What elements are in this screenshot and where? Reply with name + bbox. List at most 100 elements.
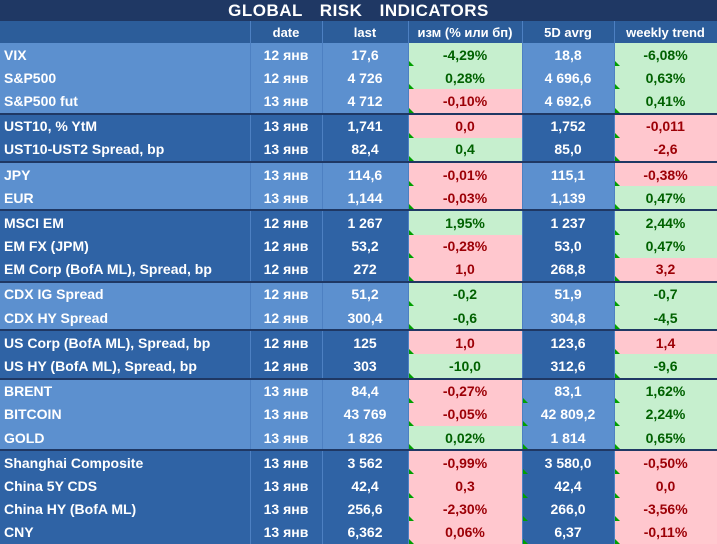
- weekly-trend-cell: -0,11%: [614, 520, 717, 544]
- weekly-trend-cell: 0,47%: [614, 234, 717, 258]
- weekly-trend-cell: -6,08%: [614, 43, 717, 67]
- weekly-trend-cell: -2,6: [614, 137, 717, 162]
- average-5d-cell: 6,37: [522, 520, 615, 544]
- sheet-title: GLOBAL RISK INDICATORS: [0, 0, 717, 21]
- indicator-name: S&P500: [0, 66, 251, 90]
- indicator-name: EM FX (JPM): [0, 234, 251, 258]
- average-5d-cell: 83,1: [522, 377, 615, 403]
- average-5d-cell: 51,9: [522, 280, 615, 307]
- table-row: EM FX (JPM) 12 янв 53,2 -0,28% 53,0 0,47%: [0, 234, 717, 258]
- last-value-cell: 125: [322, 329, 409, 355]
- weekly-trend-cell: 0,0: [614, 474, 717, 498]
- indicator-name: China HY (BofA ML): [0, 497, 251, 521]
- weekly-trend-cell: 0,41%: [614, 89, 717, 114]
- last-value-cell: 43 769: [322, 402, 409, 426]
- last-value-cell: 1,144: [322, 186, 409, 211]
- indicator-name: EM Corp (BofA ML), Spread, bp: [0, 257, 251, 282]
- change-cell: 0,02%: [408, 426, 523, 451]
- table-row: BRENT 13 янв 84,4 -0,27% 83,1 1,62%: [0, 377, 717, 403]
- average-5d-cell: 123,6: [522, 329, 615, 355]
- change-cell: 0,4: [408, 137, 523, 162]
- indicator-name: CNY: [0, 520, 251, 544]
- indicator-name: BITCOIN: [0, 402, 251, 426]
- weekly-trend-cell: 2,24%: [614, 402, 717, 426]
- weekly-trend-cell: 1,62%: [614, 377, 717, 403]
- change-cell: 1,0: [408, 329, 523, 355]
- header-name: [0, 21, 251, 43]
- weekly-trend-cell: 0,65%: [614, 426, 717, 451]
- date-cell: 13 янв: [250, 497, 323, 521]
- indicator-name: BRENT: [0, 377, 251, 403]
- average-5d-cell: 1,139: [522, 186, 615, 211]
- date-cell: 13 янв: [250, 186, 323, 211]
- table-row: S&P500 fut 13 янв 4 712 -0,10% 4 692,6 0,41%: [0, 89, 717, 114]
- change-cell: -0,6: [408, 306, 523, 331]
- date-cell: 12 янв: [250, 209, 323, 235]
- average-5d-cell: 304,8: [522, 306, 615, 331]
- change-cell: 0,0: [408, 112, 523, 138]
- change-cell: 0,06%: [408, 520, 523, 544]
- table-row: GOLD 13 янв 1 826 0,02% 1 814 0,65%: [0, 426, 717, 451]
- header-5d-average: 5D avrg: [522, 21, 615, 43]
- last-value-cell: 256,6: [322, 497, 409, 521]
- change-cell: -10,0: [408, 354, 523, 379]
- average-5d-cell: 266,0: [522, 497, 615, 521]
- date-cell: 12 янв: [250, 354, 323, 379]
- average-5d-cell: 1 237: [522, 209, 615, 235]
- last-value-cell: 53,2: [322, 234, 409, 258]
- change-cell: -0,01%: [408, 160, 523, 187]
- weekly-trend-cell: 0,63%: [614, 66, 717, 90]
- last-value-cell: 1 267: [322, 209, 409, 235]
- last-value-cell: 42,4: [322, 474, 409, 498]
- last-value-cell: 303: [322, 354, 409, 379]
- average-5d-cell: 1 814: [522, 426, 615, 451]
- date-cell: 12 янв: [250, 66, 323, 90]
- change-cell: -0,28%: [408, 234, 523, 258]
- indicator-name: GOLD: [0, 426, 251, 451]
- date-cell: 13 янв: [250, 449, 323, 475]
- header-weekly-trend: weekly trend: [614, 21, 717, 43]
- indicator-name: MSCI EM: [0, 209, 251, 235]
- date-cell: 12 янв: [250, 43, 323, 67]
- table-row: VIX 12 янв 17,6 -4,29% 18,8 -6,08%: [0, 43, 717, 67]
- weekly-trend-cell: 2,44%: [614, 209, 717, 235]
- indicator-name: S&P500 fut: [0, 89, 251, 114]
- average-5d-cell: 42 809,2: [522, 402, 615, 426]
- date-cell: 12 янв: [250, 257, 323, 282]
- date-cell: 13 янв: [250, 89, 323, 114]
- last-value-cell: 17,6: [322, 43, 409, 67]
- table-row: CDX HY Spread 12 янв 300,4 -0,6 304,8 -4,5: [0, 306, 717, 331]
- date-cell: 12 янв: [250, 306, 323, 331]
- last-value-cell: 300,4: [322, 306, 409, 331]
- last-value-cell: 3 562: [322, 449, 409, 475]
- average-5d-cell: 268,8: [522, 257, 615, 282]
- weekly-trend-cell: -4,5: [614, 306, 717, 331]
- change-cell: -2,30%: [408, 497, 523, 521]
- indicator-name: CDX HY Spread: [0, 306, 251, 331]
- indicator-name: EUR: [0, 186, 251, 211]
- date-cell: 13 янв: [250, 137, 323, 162]
- indicator-name: US HY (BofA ML), Spread, bp: [0, 354, 251, 379]
- change-cell: 0,3: [408, 474, 523, 498]
- table-row: JPY 13 янв 114,6 -0,01% 115,1 -0,38%: [0, 160, 717, 187]
- last-value-cell: 272: [322, 257, 409, 282]
- weekly-trend-cell: -0,38%: [614, 160, 717, 187]
- indicator-name: VIX: [0, 43, 251, 67]
- table-row: CNY 13 янв 6,362 0,06% 6,37 -0,11%: [0, 520, 717, 544]
- table-row: China HY (BofA ML) 13 янв 256,6 -2,30% 266,0…: [0, 497, 717, 521]
- change-cell: 0,28%: [408, 66, 523, 90]
- weekly-trend-cell: -0,011: [614, 112, 717, 138]
- weekly-trend-cell: 1,4: [614, 329, 717, 355]
- average-5d-cell: 1,752: [522, 112, 615, 138]
- indicator-name: Shanghai Composite: [0, 449, 251, 475]
- change-cell: -0,10%: [408, 89, 523, 114]
- average-5d-cell: 42,4: [522, 474, 615, 498]
- table-row: S&P500 12 янв 4 726 0,28% 4 696,6 0,63%: [0, 66, 717, 90]
- weekly-trend-cell: 3,2: [614, 257, 717, 282]
- weekly-trend-cell: 0,47%: [614, 186, 717, 211]
- last-value-cell: 1,741: [322, 112, 409, 138]
- header-date: date: [250, 21, 323, 43]
- header-last: last: [322, 21, 409, 43]
- date-cell: 13 янв: [250, 426, 323, 451]
